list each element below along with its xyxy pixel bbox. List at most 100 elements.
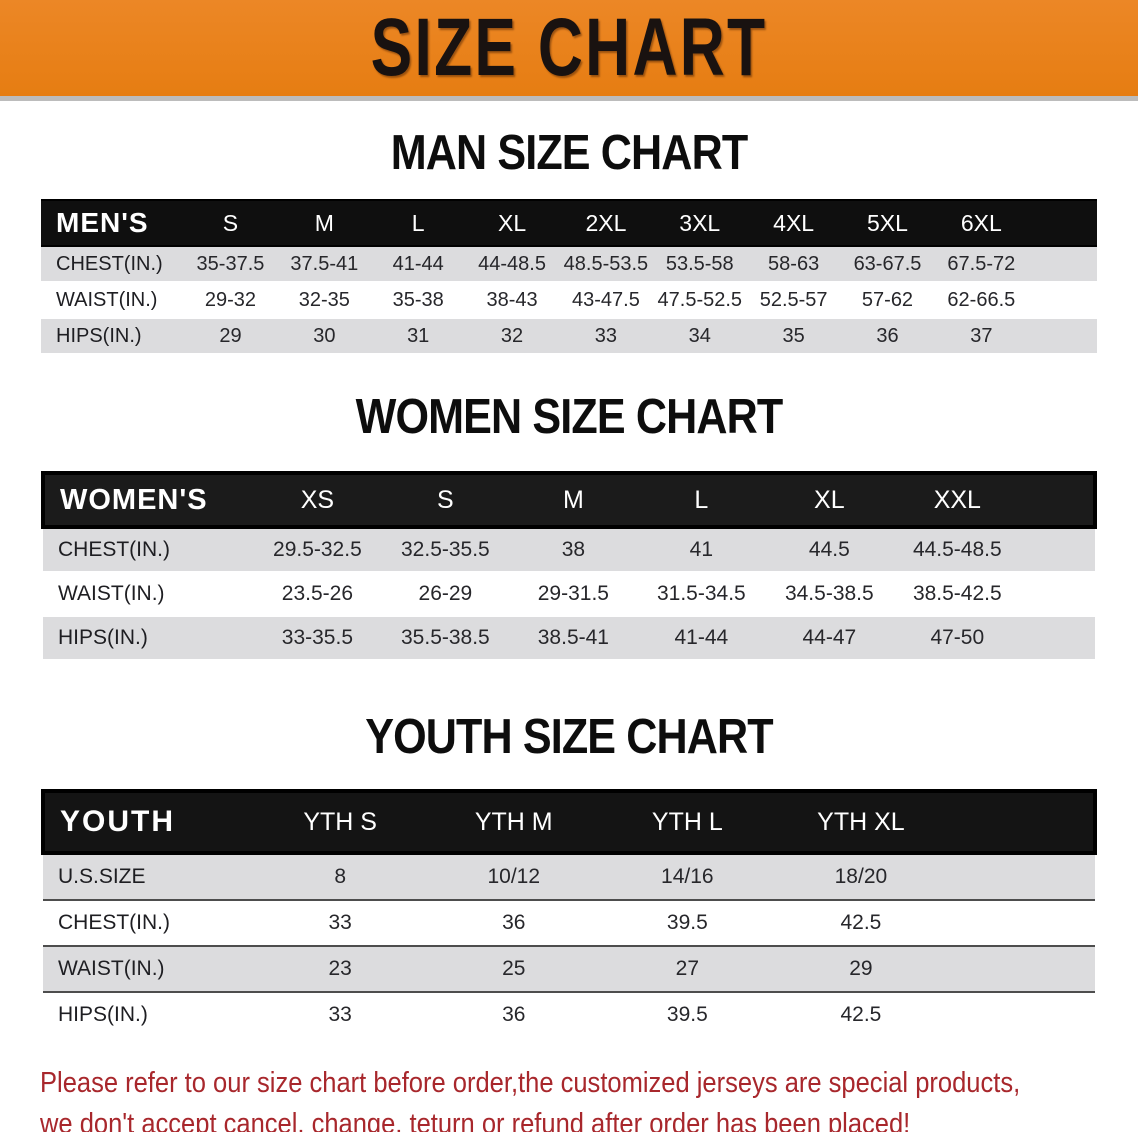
size-table-row: HIPS(IN.) 29 30 31 32 33 34 35 36 37 <box>41 317 1097 353</box>
size-value: 35 <box>746 317 841 353</box>
row-filler-cell <box>1021 615 1095 659</box>
size-value: 44-48.5 <box>478 252 546 275</box>
size-value: 35.5-38.5 <box>381 615 510 659</box>
column-header: S <box>183 199 278 247</box>
size-value: 44-47 <box>765 615 894 659</box>
size-table-row: WAIST(IN.) 29-32 32-35 35-38 38-43 43-47.5 47.… <box>41 281 1097 318</box>
row-filler-cell <box>947 991 1095 1037</box>
order-notice: Please refer to our size chart before or… <box>40 1063 1138 1132</box>
size-value: 29 <box>774 945 948 992</box>
size-value: 48.5-53.5 <box>563 252 649 275</box>
column-header: 4XL <box>746 199 841 247</box>
size-value: 39.5 <box>600 899 775 946</box>
row-label: WAIST(IN.) <box>43 945 254 992</box>
size-value: 38.5-41 <box>509 615 638 659</box>
header-filler-cell <box>1028 199 1097 247</box>
header-filler-cell <box>947 789 1098 855</box>
youth-section-title: YOUTH SIZE CHART <box>365 710 773 764</box>
size-value: 29.5-32.5 <box>273 538 362 561</box>
row-label: HIPS(IN.) <box>43 615 254 659</box>
size-value: 47.5-52.5 <box>652 281 747 318</box>
column-header: S <box>381 471 510 529</box>
size-value: 32.5-35.5 <box>401 538 490 561</box>
column-header: XL <box>765 471 894 529</box>
size-table-row: CHEST(IN.) 35-37.5 37.5-41 41-44 44-48.5 48.5… <box>41 246 1097 282</box>
size-value: 35-38 <box>371 281 466 318</box>
size-table-row: WAIST(IN.) 23 25 27 29 <box>43 945 1095 992</box>
size-value: 38.5-42.5 <box>893 571 1022 616</box>
size-value: 52.5-57 <box>746 281 841 318</box>
men-section-title: MAN SIZE CHART <box>390 126 748 180</box>
table-category-label: YOUTH <box>40 789 254 855</box>
size-value: 37.5-41 <box>290 252 359 275</box>
row-label: CHEST(IN.) <box>43 899 254 946</box>
row-filler-cell <box>1021 571 1095 616</box>
size-value: 47-50 <box>893 615 1022 659</box>
column-header: XL <box>465 199 559 247</box>
size-value: 35-37.5 <box>196 252 265 275</box>
size-value: 31.5-34.5 <box>637 571 766 616</box>
size-value: 31 <box>371 317 466 353</box>
row-filler-cell <box>1028 246 1097 282</box>
size-value: 44.5-48.5 <box>912 538 1002 561</box>
size-value: 23 <box>253 945 427 992</box>
men-size-table: MEN'S S M L XL 2XL 3XL 4XL 5XL 6XL CHEST(IN.) 35-37… <box>41 199 1097 353</box>
size-value: 32-35 <box>277 281 372 318</box>
size-value: 23.5-26 <box>253 571 382 616</box>
size-value: 63-67.5 <box>853 252 922 275</box>
size-value: 38-43 <box>465 281 559 318</box>
size-value: 57-62 <box>840 281 935 318</box>
column-header: YTH S <box>253 789 427 855</box>
size-charts: MAN SIZE CHART MEN'S S M L XL 2XL 3XL 4XL 5XL 6XL… <box>0 125 1138 1037</box>
row-filler-cell <box>947 945 1095 992</box>
size-value: 44.5 <box>808 538 850 561</box>
order-notice-line-2: we don't accept cancel, change, teturn o… <box>40 1108 911 1132</box>
header-filler-cell <box>1021 471 1097 529</box>
size-value: 41-44 <box>392 252 444 275</box>
size-value: 33 <box>558 317 653 353</box>
row-label: HIPS(IN.) <box>43 991 254 1037</box>
size-table-header-row: YOUTH YTH S YTH M YTH L YTH XL <box>40 789 1098 855</box>
size-value: 14/16 <box>661 865 714 888</box>
size-value: 29-31.5 <box>509 571 638 616</box>
size-value: 36 <box>840 317 935 353</box>
size-chart-banner: SIZE CHART <box>0 0 1138 101</box>
size-value: 67.5-72 <box>947 252 1016 275</box>
women-section-title: WOMEN SIZE CHART <box>355 390 784 444</box>
size-value: 8 <box>334 865 347 888</box>
row-label: U.S.SIZE <box>58 865 146 888</box>
size-value: 32 <box>465 317 559 353</box>
size-value: 26-29 <box>381 571 510 616</box>
size-value: 27 <box>600 945 775 992</box>
column-header: YTH M <box>426 789 601 855</box>
size-value: 43-47.5 <box>558 281 653 318</box>
size-value: 39.5 <box>600 991 775 1037</box>
row-filler-cell <box>1028 281 1097 318</box>
size-value: 29 <box>183 317 278 353</box>
size-value: 36 <box>426 991 601 1037</box>
row-filler-cell <box>948 853 1095 900</box>
size-value: 41 <box>689 538 714 561</box>
column-header: XS <box>253 471 382 529</box>
row-label: CHEST(IN.) <box>56 252 163 275</box>
size-value: 10/12 <box>487 865 541 888</box>
size-table-row: U.S.SIZE 8 10/12 14/16 18/20 <box>43 853 1095 900</box>
size-value: 29-32 <box>183 281 278 318</box>
size-value: 58-63 <box>768 252 820 275</box>
order-notice-line-1: Please refer to our size chart before or… <box>40 1067 1021 1099</box>
column-header: L <box>637 471 766 529</box>
column-header: 2XL <box>558 199 653 247</box>
size-value: 33 <box>253 899 427 946</box>
youth-size-table: YOUTH YTH S YTH M YTH L YTH XL U.S.SIZE 8 10/12… <box>40 789 1098 1037</box>
size-value: 25 <box>426 945 601 992</box>
size-value: 33 <box>253 991 427 1037</box>
table-category-label: WOMEN'S <box>40 471 254 529</box>
women-size-table: WOMEN'S XS S M L XL XXL CHEST(IN.) 29.5-32.5 32.5… <box>40 471 1097 659</box>
column-header: 6XL <box>934 199 1029 247</box>
size-value: 42.5 <box>774 899 948 946</box>
size-table-row: HIPS(IN.) 33 36 39.5 42.5 <box>43 991 1095 1037</box>
size-table-row: CHEST(IN.) 33 36 39.5 42.5 <box>43 899 1095 946</box>
size-value: 36 <box>426 899 601 946</box>
column-header: M <box>277 199 372 247</box>
size-table-row: HIPS(IN.) 33-35.5 35.5-38.5 38.5-41 41-44 44-… <box>43 615 1095 659</box>
